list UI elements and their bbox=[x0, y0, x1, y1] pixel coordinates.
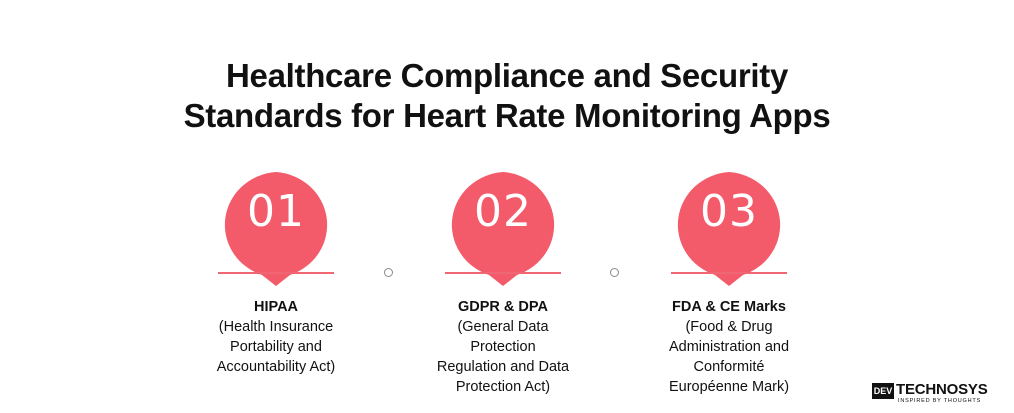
step-1-number: 01 bbox=[247, 186, 305, 237]
step-1-heading: HIPAA bbox=[253, 299, 299, 315]
page-title: Healthcare Compliance and Security Stand… bbox=[0, 56, 1014, 136]
logo-brand-name: TECHNOSYS bbox=[896, 381, 988, 398]
brand-logo: DEV TECHNOSYS INSPIRED BY THOUGHTS bbox=[872, 381, 1008, 407]
step-3-heading: FDA & CE Marks bbox=[672, 299, 786, 315]
logo-tagline: INSPIRED BY THOUGHTS bbox=[898, 398, 982, 404]
title-line-2: Standards for Heart Rate Monitoring Apps bbox=[183, 97, 831, 134]
title-line-1: Healthcare Compliance and Security bbox=[226, 57, 788, 94]
step-3-divider bbox=[671, 272, 787, 274]
step-1-bubble-icon: 01 bbox=[217, 168, 335, 286]
logo-mark-icon: DEV bbox=[872, 383, 894, 399]
step-1-caption: HIPAA (Health Insurance Portability and … bbox=[161, 297, 391, 377]
step-2-caption: GDPR & DPA (General Data Protection Regu… bbox=[388, 297, 618, 397]
step-1-divider bbox=[218, 272, 334, 274]
step-2-description: (General Data Protection Regulation and … bbox=[436, 319, 570, 395]
step-3-number: 03 bbox=[700, 186, 758, 237]
step-1-description: (Health Insurance Portability and Accoun… bbox=[216, 319, 336, 375]
step-3-description: (Food & Drug Administration and Conformi… bbox=[668, 319, 790, 395]
step-2-heading: GDPR & DPA bbox=[458, 299, 548, 315]
connector-dot-1 bbox=[384, 268, 393, 277]
step-3-bubble-icon: 03 bbox=[670, 168, 788, 286]
step-2-number: 02 bbox=[474, 186, 532, 237]
step-2-bubble-icon: 02 bbox=[444, 168, 562, 286]
connector-dot-2 bbox=[610, 268, 619, 277]
step-2-divider bbox=[445, 272, 561, 274]
step-3-caption: FDA & CE Marks (Food & Drug Administrati… bbox=[614, 297, 844, 397]
